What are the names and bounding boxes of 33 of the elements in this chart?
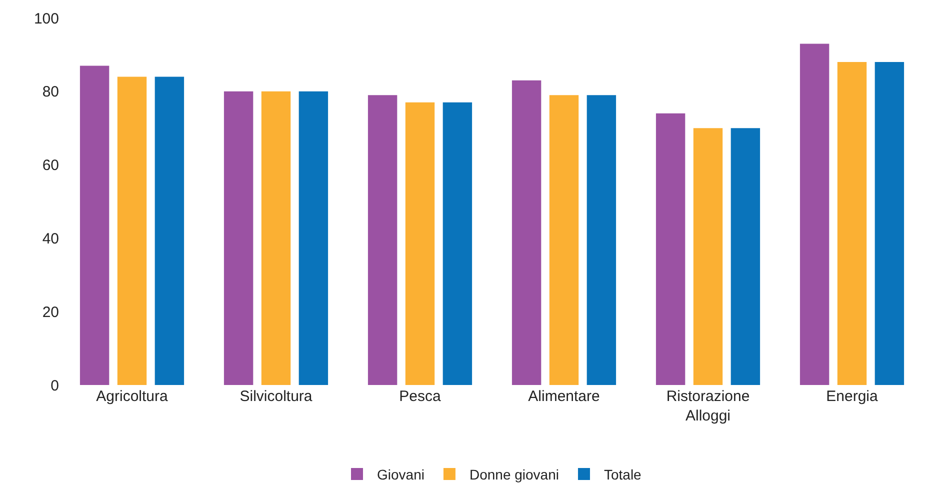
- bar: [261, 91, 291, 385]
- bar: [837, 62, 867, 385]
- x-tick-label: Ristorazione Alloggi: [666, 388, 750, 424]
- bar: [730, 128, 760, 385]
- bar: [80, 66, 110, 385]
- y-tick-label: 20: [42, 304, 59, 321]
- x-tick-label: Silvicoltura: [240, 388, 313, 405]
- bar: [800, 44, 830, 385]
- x-tick-label: Agricoltura: [96, 388, 169, 405]
- y-tick-label: 100: [34, 10, 59, 28]
- bar: [117, 76, 147, 385]
- bar: [224, 91, 254, 385]
- y-tick-label: 80: [42, 84, 59, 101]
- legend-label: Totale: [604, 466, 642, 482]
- bar: [874, 62, 904, 385]
- x-tick-label: Alimentare: [528, 388, 600, 405]
- y-tick-label: 60: [42, 157, 59, 174]
- y-tick-label: 40: [42, 230, 59, 248]
- bar: [656, 113, 686, 385]
- bar: [405, 102, 435, 385]
- x-tick-label: Energia: [826, 388, 879, 405]
- bar: [154, 76, 184, 385]
- bar: [512, 80, 542, 385]
- y-tick-label: 0: [50, 377, 59, 394]
- bar: [298, 91, 328, 385]
- bar: [693, 128, 723, 385]
- bar: [586, 95, 616, 385]
- legend-label: Donne giovani: [469, 466, 559, 482]
- x-tick-label: Pesca: [399, 388, 442, 405]
- legend-label: Giovani: [377, 466, 424, 482]
- bar: [442, 102, 472, 385]
- bar: [549, 95, 579, 385]
- bar: [368, 95, 398, 385]
